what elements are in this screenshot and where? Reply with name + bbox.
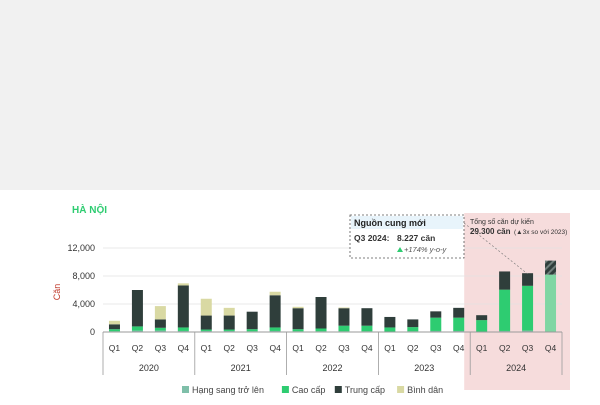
quarter-label: Q3 bbox=[247, 343, 259, 353]
bar-segment-1 bbox=[361, 326, 372, 332]
bar-segment-2 bbox=[407, 319, 418, 327]
bar-segment-1 bbox=[247, 329, 258, 331]
quarter-label: Q1 bbox=[201, 343, 213, 353]
quarter-label: Q3 bbox=[155, 343, 167, 353]
bar-segment-3 bbox=[178, 283, 189, 285]
quarter-label: Q2 bbox=[132, 343, 144, 353]
bar-segment-2 bbox=[453, 308, 464, 318]
bar-segment-1 bbox=[293, 329, 304, 331]
quarter-label: Q3 bbox=[430, 343, 442, 353]
bar-segment-2 bbox=[270, 295, 281, 327]
bar-segment-2 bbox=[247, 312, 258, 330]
bar-segment-2 bbox=[522, 273, 533, 286]
quarter-label: Q2 bbox=[407, 343, 419, 353]
quarter-label: Q2 bbox=[315, 343, 327, 353]
quarter-label: Q3 bbox=[522, 343, 534, 353]
y-tick-label: 4,000 bbox=[72, 299, 95, 309]
year-label: 2024 bbox=[506, 363, 526, 373]
total-label-note: (▲3x so với 2023) bbox=[514, 229, 567, 236]
bar-segment-3 bbox=[338, 308, 349, 309]
legend-swatch-0 bbox=[182, 386, 189, 393]
bar-segment-1 bbox=[407, 327, 418, 331]
total-label-line-1: Tổng số căn dự kiến bbox=[470, 217, 534, 226]
bar-segment-1 bbox=[430, 318, 441, 331]
supply-value: 8.227 căn bbox=[397, 233, 435, 243]
bar-segment-3 bbox=[224, 308, 235, 316]
bar-segment-1 bbox=[224, 330, 235, 331]
y-tick-label: 0 bbox=[90, 327, 95, 337]
quarter-label: Q4 bbox=[453, 343, 465, 353]
y-tick-label: 12,000 bbox=[67, 243, 95, 253]
bar-segment-2 bbox=[476, 315, 487, 320]
bar-segment-3 bbox=[270, 292, 281, 296]
quarter-label: Q1 bbox=[292, 343, 304, 353]
legend-label-1: Cao cấp bbox=[292, 385, 326, 395]
bar-segment-2 bbox=[361, 308, 372, 326]
bar-segment-1 bbox=[155, 328, 166, 331]
bar-segment-1 bbox=[522, 286, 533, 331]
bar-segment-1 bbox=[316, 329, 327, 332]
quarter-label: Q4 bbox=[361, 343, 373, 353]
bar-segment-1 bbox=[132, 326, 143, 330]
legend-swatch-2 bbox=[335, 386, 342, 393]
bar-q4-2024-solid bbox=[545, 275, 556, 332]
quarter-label: Q3 bbox=[338, 343, 350, 353]
quarter-label: Q2 bbox=[224, 343, 236, 353]
bar-segment-2 bbox=[224, 316, 235, 330]
total-label-value: 29.300 căn bbox=[470, 227, 511, 236]
quarter-label: Q1 bbox=[384, 343, 396, 353]
bar-segment-1 bbox=[476, 320, 487, 332]
year-label: 2022 bbox=[322, 363, 342, 373]
legend-swatch-3 bbox=[397, 386, 404, 393]
bar-segment-2 bbox=[293, 308, 304, 329]
legend-swatch-1 bbox=[282, 386, 289, 393]
supply-label: Q3 2024: bbox=[354, 233, 390, 243]
legend-label-2: Trung cấp bbox=[345, 385, 385, 395]
bar-segment-3 bbox=[155, 306, 166, 319]
bar-segment-1 bbox=[499, 290, 510, 331]
bar-segment-1 bbox=[338, 326, 349, 332]
bar-segment-1 bbox=[178, 327, 189, 331]
bar-segment-2 bbox=[430, 311, 441, 317]
bar-segment-2 bbox=[132, 290, 143, 326]
bar-segment-1 bbox=[109, 329, 120, 331]
quarter-label: Q2 bbox=[499, 343, 511, 353]
bar-segment-2 bbox=[109, 324, 120, 329]
bar-segment-3 bbox=[201, 299, 212, 316]
bottom-chart-title: HÀ NỘI bbox=[72, 203, 107, 216]
bar-q4-2024-hatched bbox=[545, 261, 556, 275]
bar-segment-2 bbox=[155, 319, 166, 327]
legend-label-3: Bình dân bbox=[407, 385, 443, 395]
y-axis-label: Căn bbox=[52, 284, 62, 301]
y-tick-label: 8,000 bbox=[72, 271, 95, 281]
year-label: 2020 bbox=[139, 363, 159, 373]
bottom-chart: HÀ NỘI 0 4,000 8,000 12,000 Căn Q1 Q2 Q3 Q4 Q1 Q2 Q3… bbox=[52, 203, 570, 395]
quarter-label: Q1 bbox=[476, 343, 488, 353]
supply-yoy: +174% y-o-y bbox=[404, 245, 448, 254]
bar-segment-2 bbox=[316, 297, 327, 329]
bar-segment-2 bbox=[384, 317, 395, 328]
supply-title: Nguồn cung mới bbox=[354, 218, 426, 228]
bar-segment-2 bbox=[201, 316, 212, 330]
bar-segment-2 bbox=[499, 271, 510, 289]
year-label: 2023 bbox=[414, 363, 434, 373]
bar-segment-2 bbox=[338, 308, 349, 326]
quarter-label: Q4 bbox=[269, 343, 281, 353]
bar-segment-2 bbox=[178, 285, 189, 327]
bar-segment-3 bbox=[293, 307, 304, 308]
bar-segment-1 bbox=[384, 327, 395, 331]
quarter-label: Q4 bbox=[545, 343, 557, 353]
bar-segment-1 bbox=[453, 318, 464, 331]
legend-label-0: Hạng sang trở lên bbox=[192, 385, 264, 395]
year-label: 2021 bbox=[231, 363, 251, 373]
quarter-label: Q1 bbox=[109, 343, 121, 353]
bar-segment-3 bbox=[109, 321, 120, 325]
top-chart-panel bbox=[0, 0, 600, 190]
quarter-label: Q4 bbox=[178, 343, 190, 353]
bar-segment-1 bbox=[270, 327, 281, 331]
bar-segment-1 bbox=[201, 330, 212, 331]
